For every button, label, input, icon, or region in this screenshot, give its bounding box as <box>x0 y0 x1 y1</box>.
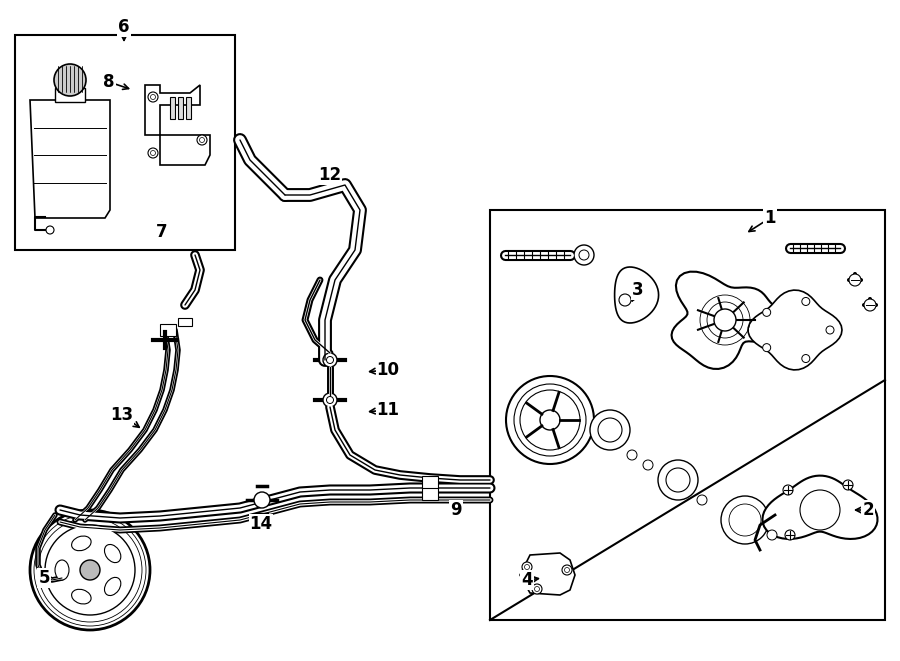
Polygon shape <box>615 267 659 323</box>
Text: 6: 6 <box>118 18 130 36</box>
Circle shape <box>562 565 572 575</box>
Circle shape <box>627 450 637 460</box>
Text: 13: 13 <box>111 406 133 424</box>
Bar <box>160 324 176 336</box>
Circle shape <box>574 245 594 265</box>
Circle shape <box>826 326 834 334</box>
Ellipse shape <box>104 577 121 596</box>
Text: 8: 8 <box>104 73 115 91</box>
Text: 1: 1 <box>764 209 776 227</box>
Bar <box>170 97 175 119</box>
Text: 12: 12 <box>319 166 342 184</box>
Bar <box>55 88 85 102</box>
Circle shape <box>785 530 795 540</box>
Circle shape <box>80 560 100 580</box>
Ellipse shape <box>72 590 91 604</box>
Circle shape <box>658 460 698 500</box>
Circle shape <box>197 135 207 145</box>
Circle shape <box>619 294 631 306</box>
Circle shape <box>843 480 853 490</box>
Ellipse shape <box>104 545 121 563</box>
Circle shape <box>729 504 761 536</box>
Circle shape <box>579 250 589 260</box>
Circle shape <box>800 490 840 530</box>
Circle shape <box>590 410 630 450</box>
Circle shape <box>598 418 622 442</box>
Circle shape <box>666 468 690 492</box>
Circle shape <box>767 530 777 540</box>
Text: 14: 14 <box>249 515 273 533</box>
Circle shape <box>327 397 334 403</box>
Text: 9: 9 <box>450 501 462 519</box>
Bar <box>178 97 183 119</box>
Circle shape <box>54 64 86 96</box>
Bar <box>178 318 192 326</box>
Polygon shape <box>30 100 110 218</box>
Circle shape <box>535 586 539 592</box>
Polygon shape <box>520 553 575 595</box>
Circle shape <box>643 460 653 470</box>
Text: 7: 7 <box>157 223 167 241</box>
Circle shape <box>150 151 156 155</box>
Polygon shape <box>748 290 842 370</box>
Text: 3: 3 <box>632 281 644 299</box>
Circle shape <box>849 274 861 286</box>
Circle shape <box>323 353 337 367</box>
Circle shape <box>323 393 337 407</box>
Text: 11: 11 <box>376 401 400 419</box>
Circle shape <box>200 137 204 143</box>
Bar <box>15 35 235 250</box>
Circle shape <box>721 496 769 544</box>
Circle shape <box>522 562 532 572</box>
Bar <box>422 476 438 500</box>
Text: 5: 5 <box>38 569 50 587</box>
Circle shape <box>802 297 810 305</box>
Circle shape <box>148 148 158 158</box>
Bar <box>490 210 885 620</box>
Circle shape <box>714 309 736 331</box>
Bar <box>186 97 191 119</box>
Circle shape <box>762 344 770 352</box>
Ellipse shape <box>72 536 91 551</box>
Polygon shape <box>145 85 210 165</box>
Circle shape <box>783 485 793 495</box>
Circle shape <box>327 356 334 364</box>
Polygon shape <box>671 272 796 369</box>
Ellipse shape <box>55 560 69 580</box>
Circle shape <box>697 495 707 505</box>
Circle shape <box>864 299 876 311</box>
Text: 4: 4 <box>521 571 533 589</box>
Circle shape <box>525 564 529 570</box>
Circle shape <box>802 354 810 362</box>
Circle shape <box>762 309 770 317</box>
Text: 2: 2 <box>862 501 874 519</box>
Circle shape <box>540 410 560 430</box>
Circle shape <box>564 568 570 572</box>
Polygon shape <box>762 476 878 539</box>
Circle shape <box>46 226 54 234</box>
Circle shape <box>148 92 158 102</box>
Text: 10: 10 <box>376 361 400 379</box>
Circle shape <box>45 525 135 615</box>
Circle shape <box>30 510 150 630</box>
Circle shape <box>532 584 542 594</box>
Circle shape <box>506 376 594 464</box>
Circle shape <box>254 492 270 508</box>
Circle shape <box>150 95 156 100</box>
